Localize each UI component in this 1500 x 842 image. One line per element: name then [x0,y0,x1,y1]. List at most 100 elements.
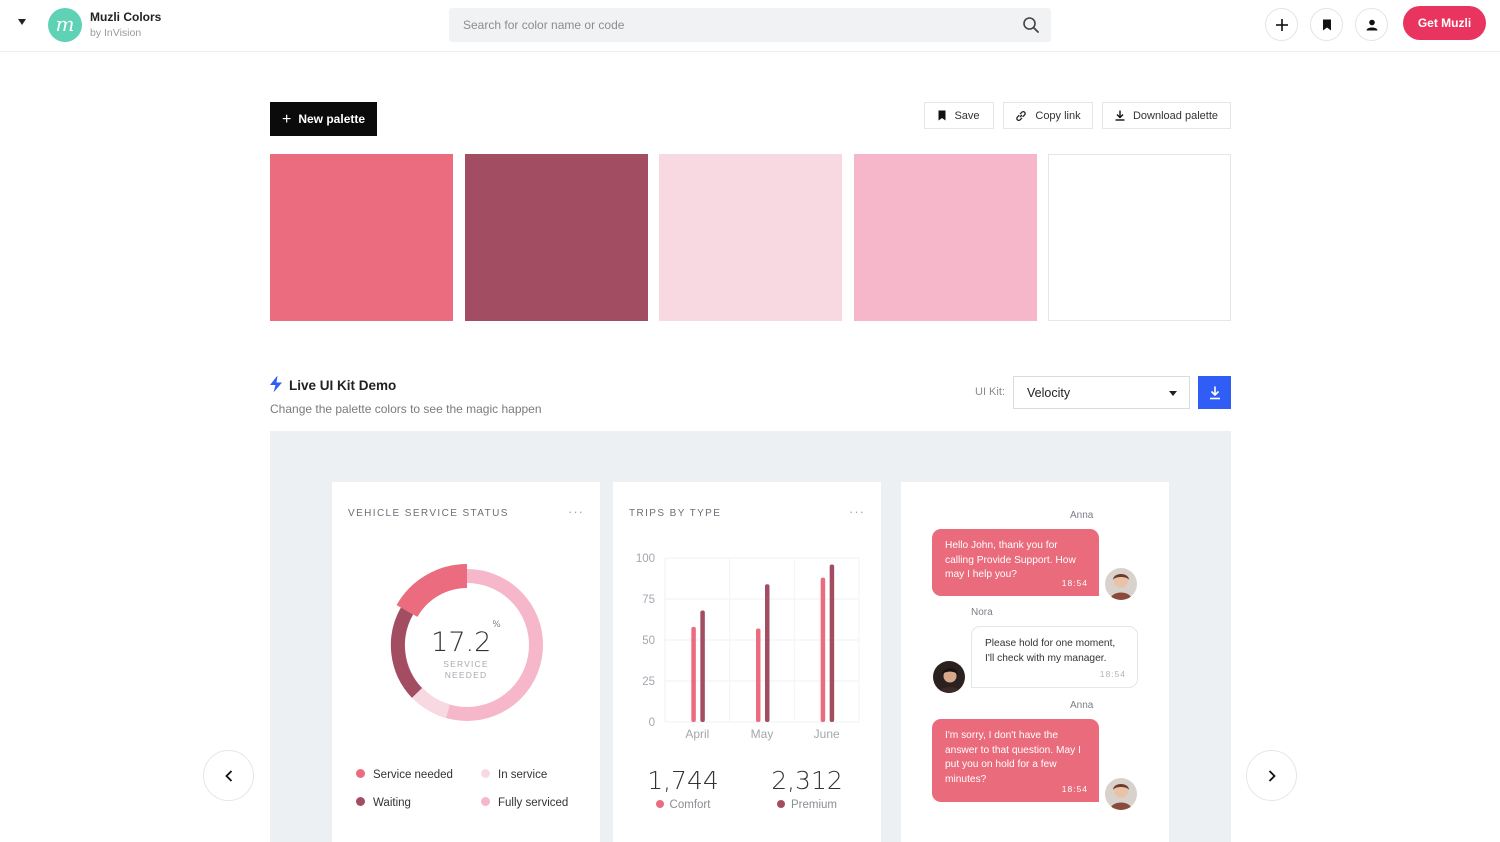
x-tick-label: May [751,727,774,741]
copy-link-label: Copy link [1035,109,1081,122]
bookmarks-button[interactable] [1310,8,1343,41]
more-options-icon[interactable]: ··· [568,504,584,519]
legend-service-needed: Service needed [356,769,453,781]
x-tick-label: April [685,727,709,741]
legend-label: In service [498,769,548,781]
comfort-value: 1,744 [647,766,719,795]
chevron-right-icon [1268,769,1276,782]
donut-value: 17.2% [332,620,600,658]
save-button[interactable]: Save [924,102,994,129]
download-palette-button[interactable]: Download palette [1102,102,1231,129]
stat-label-text: Comfort [669,799,711,811]
legend-dot [481,797,490,806]
premium-label: Premium [757,799,857,811]
trips-by-type-card: TRIPS BY TYPE ··· 0 25 50 75 100 April May June… [613,482,881,842]
kit-download-button[interactable] [1198,376,1231,409]
y-tick-label: 0 [649,717,655,729]
donut-waiting [390,607,423,698]
color-swatch[interactable] [659,154,842,321]
download-icon [1115,110,1125,121]
chat-message: Please hold for one moment, I'll check w… [971,626,1138,688]
legend-dot [776,800,785,808]
muzli-logo[interactable]: m [48,8,82,42]
menu-caret-icon[interactable] [18,19,26,25]
user-icon [1366,19,1377,30]
bar [765,584,770,722]
brand-subtitle: by InVision [90,27,142,39]
ui-kit-label: UI Kit: [975,386,1005,398]
legend-dot [356,769,365,778]
bar [756,628,761,722]
chat-time: 18:54 [1099,668,1126,679]
x-tick-label: June [814,727,840,741]
donut-service-needed [396,564,468,618]
copy-link-button[interactable]: Copy link [1003,102,1093,129]
chat-message-text: Please hold for one moment, I'll check w… [985,638,1116,664]
search-input[interactable] [449,8,1009,42]
chat-card: Anna Hello John, thank you for calling P… [901,482,1169,842]
donut-caption: SERVICE NEEDED [443,659,489,680]
card-title: VEHICLE SERVICE STATUS [348,508,509,519]
chat-message: Hello John, thank you for calling Provid… [932,529,1099,596]
comfort-label: Comfort [633,799,733,811]
legend-waiting: Waiting [356,797,411,809]
y-tick-label: 50 [642,635,655,647]
donut-in-service [412,687,451,718]
chevron-left-icon [224,769,232,782]
bar [829,564,835,722]
legend-label: Service needed [373,769,453,781]
donut-unit: % [492,620,501,630]
color-swatch[interactable] [853,154,1037,321]
more-options-icon[interactable]: ··· [849,504,865,519]
add-button[interactable] [1265,8,1298,41]
chat-message-text: Hello John, thank you for calling Provid… [945,540,1076,580]
vehicle-service-card: VEHICLE SERVICE STATUS ··· 17.2% SERVICE… [332,482,600,842]
y-tick-label: 25 [642,676,655,688]
card-title: TRIPS BY TYPE [629,508,722,519]
top-bar: m Muzli Colors by InVision Get Muzli [0,0,1500,52]
bar [700,610,705,722]
color-swatch[interactable] [270,154,453,321]
save-label: Save [954,109,980,122]
legend-dot [655,800,664,808]
chat-time: 18:54 [1061,577,1088,588]
new-palette-label: New palette [298,112,366,126]
chat-sender-name: Anna [1070,510,1094,521]
ui-kit-select[interactable]: Velocity [1013,376,1190,409]
brand-name: Muzli Colors [90,10,162,24]
kit-subtitle: Change the palette colors to see the mag… [270,402,542,416]
download-palette-label: Download palette [1132,109,1218,122]
donut-value-number: 17.2 [431,627,492,658]
avatar [933,661,965,693]
plus-icon: + [282,111,292,128]
service-donut-chart [390,564,543,721]
y-tick-label: 75 [642,594,655,606]
next-arrow-button[interactable] [1246,750,1297,801]
link-icon [1016,110,1027,121]
search-icon[interactable] [1022,16,1040,34]
legend-dot [481,769,490,778]
profile-button[interactable] [1355,8,1388,41]
color-swatch[interactable] [464,154,648,321]
chevron-down-icon [1169,391,1177,396]
new-palette-button[interactable]: + New palette [270,102,377,136]
ui-kit-selected-value: Velocity [1027,386,1071,400]
legend-dot [356,797,365,806]
ui-kit-demo-area: VEHICLE SERVICE STATUS ··· 17.2% SERVICE… [270,431,1231,842]
search-bar [449,8,1051,42]
bar [820,577,826,722]
kit-title: Live UI Kit Demo [289,378,397,393]
color-swatch[interactable] [1048,154,1231,321]
chat-sender-name: Anna [1070,700,1094,711]
lightning-icon [270,375,282,393]
previous-arrow-button[interactable] [203,750,254,801]
download-icon [1209,386,1220,399]
legend-label: Waiting [373,797,411,809]
plus-icon [1275,18,1288,31]
get-muzli-button[interactable]: Get Muzli [1403,6,1486,40]
chat-sender-name: Nora [971,607,993,618]
chat-message: I'm sorry, I don't have the answer to th… [932,719,1099,802]
bookmark-icon [938,110,946,121]
legend-label: Fully serviced [498,797,569,809]
premium-value: 2,312 [771,766,843,795]
